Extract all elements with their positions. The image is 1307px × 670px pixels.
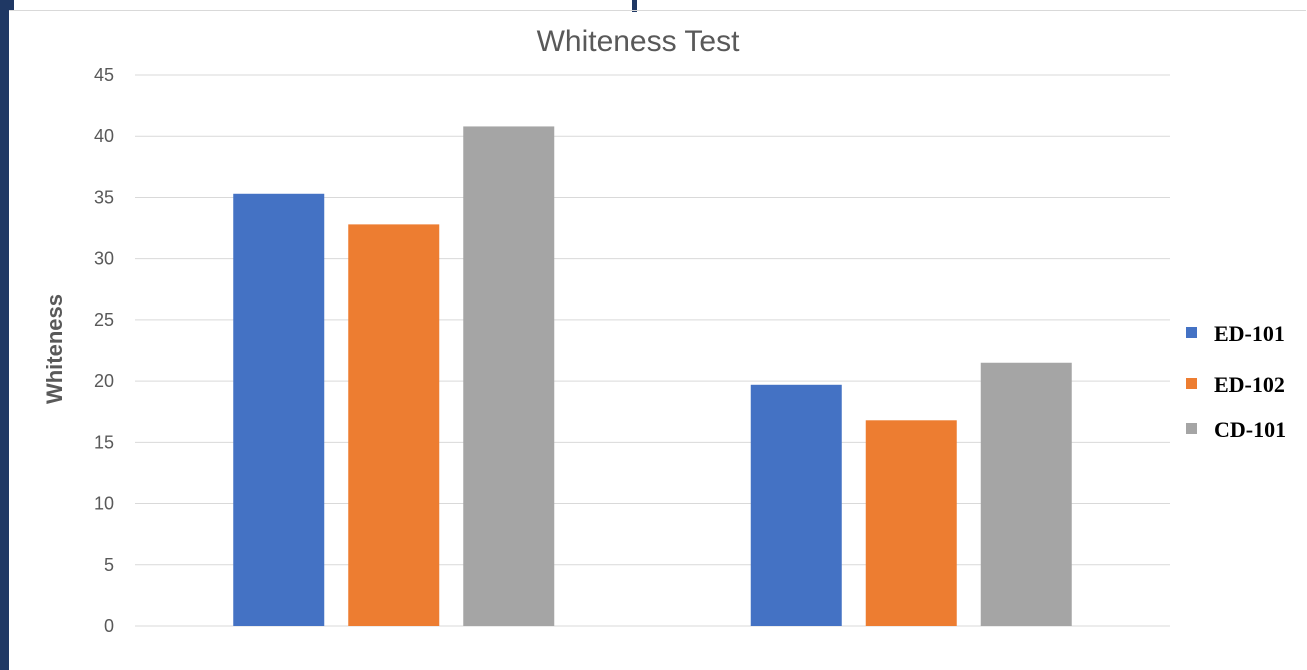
- y-axis-label: Whiteness: [42, 294, 67, 404]
- legend-label-ed-101: ED-101: [1214, 321, 1285, 346]
- legend-label-ed-102: ED-102: [1214, 372, 1285, 397]
- chart-title: Whiteness Test: [537, 25, 741, 58]
- y-tick-label: 25: [94, 310, 114, 330]
- y-tick-label: 45: [94, 65, 114, 85]
- bar-cd-101-2: [980, 362, 1072, 626]
- left-edge-bar: [0, 0, 9, 670]
- legend-swatch-cd-101: [1186, 423, 1197, 434]
- y-tick-label: 5: [104, 555, 114, 575]
- y-tick-label: 10: [94, 494, 114, 514]
- y-tick-label: 35: [94, 187, 114, 207]
- bar-ed-101-1: [233, 193, 325, 626]
- y-tick-label: 20: [94, 371, 114, 391]
- legend-label-cd-101: CD-101: [1214, 417, 1286, 442]
- bars: [233, 126, 1072, 627]
- chart-frame: [9, 10, 1306, 669]
- top-edge-mark-left: [0, 0, 14, 10]
- bar-ed-102-1: [348, 224, 440, 627]
- y-tick-label: 15: [94, 432, 114, 452]
- y-axis-ticks: 0 5 10 15 20 25 30 35 40 45: [94, 65, 114, 636]
- bar-ed-102-2: [865, 420, 957, 626]
- y-tick-label: 40: [94, 126, 114, 146]
- legend: ED-101 ED-102 CD-101: [1186, 321, 1286, 442]
- legend-swatch-ed-101: [1186, 327, 1197, 338]
- bar-ed-101-2: [750, 384, 842, 626]
- y-tick-label: 0: [104, 616, 114, 636]
- y-tick-label: 30: [94, 249, 114, 269]
- bar-cd-101-1: [463, 126, 555, 626]
- top-edge-mark-center: [632, 0, 637, 12]
- legend-swatch-ed-102: [1186, 378, 1197, 389]
